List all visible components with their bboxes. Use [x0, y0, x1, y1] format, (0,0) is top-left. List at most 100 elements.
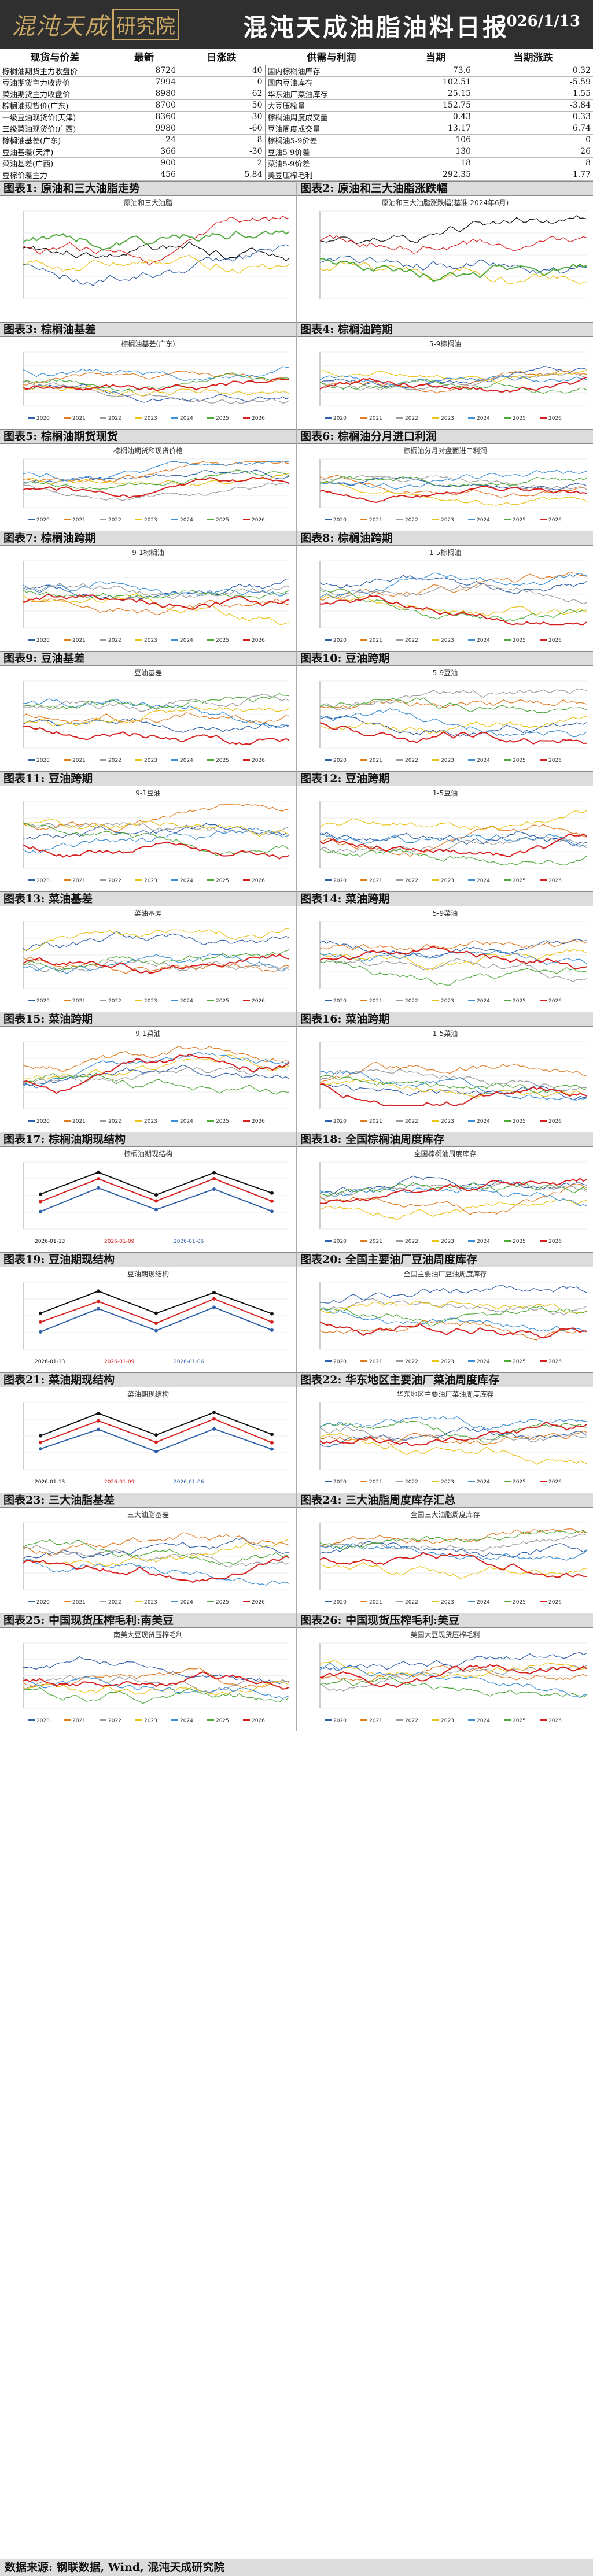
chart-svg: 9-1棕榈油 2020 2021 2022 2023 2024 2025 2026 — [23, 548, 290, 643]
legend-swatch — [135, 518, 142, 520]
series-line — [23, 589, 290, 599]
series-line — [319, 708, 587, 738]
table-cell: 豆棕价差主力 — [0, 169, 110, 181]
table-cell: 美豆压榨毛利 — [264, 169, 398, 181]
series-line — [23, 927, 290, 952]
legend-swatch — [28, 758, 35, 761]
legend-swatch — [64, 638, 71, 641]
series-line — [319, 1078, 587, 1099]
figure-caption: 图表26: 中国现货压榨毛利:美豆 — [297, 1612, 593, 1628]
legend-swatch — [64, 879, 71, 881]
figure-panel: 图表10: 豆油跨期 5-9豆油 2020 2021 2022 2023 2024 2025 2… — [296, 650, 593, 771]
series-line — [23, 469, 290, 483]
table-cell: 102.51 — [398, 76, 473, 88]
chart-title: 南美大豆现货压榨毛利 — [113, 1630, 183, 1639]
series-line — [23, 959, 290, 972]
series-marker — [39, 1440, 42, 1444]
series-line — [319, 369, 587, 394]
series-marker — [270, 1328, 274, 1332]
series-line — [23, 243, 290, 286]
legend-swatch — [468, 999, 475, 1001]
legend-item: 2024 — [477, 1479, 490, 1485]
table-cell: 棕榈油基差(广东) — [0, 134, 110, 146]
series-line — [319, 1061, 587, 1083]
legend-swatch — [504, 416, 511, 419]
legend-swatch — [171, 879, 178, 881]
chart-svg: 1-5豆油 2020 2021 2022 2023 2024 2025 2026 — [319, 789, 587, 884]
series-marker — [97, 1299, 100, 1303]
table-cell: 8 — [473, 157, 593, 169]
series-line — [319, 824, 587, 857]
legend-item: 2023 — [144, 416, 157, 421]
series-line — [319, 848, 587, 865]
table-cell: 菜油5-9价差 — [264, 157, 398, 169]
series-line — [23, 1051, 290, 1089]
legend-item: 2022 — [108, 998, 121, 1004]
chart-svg: 华东地区主要油厂菜油周度库存 2020 2021 2022 2023 2024 2025 20… — [319, 1390, 587, 1485]
legend-swatch — [28, 879, 35, 881]
chart-svg: 棕榈油期现结构 2026-01-13 2026-01-09 2026-01-06 — [23, 1149, 289, 1245]
legend-swatch — [325, 1360, 332, 1362]
legend-item: 2020 — [333, 998, 347, 1004]
legend-swatch — [100, 999, 106, 1001]
chart-svg: 原油和三大油脂 — [23, 198, 290, 299]
series-line — [319, 1075, 587, 1094]
figure-caption: 图表2: 原油和三大油脂涨跌幅 — [297, 180, 593, 196]
series-marker — [154, 1193, 158, 1197]
legend-item: 2021 — [72, 878, 86, 884]
series-line — [319, 583, 587, 604]
series-line — [319, 721, 587, 745]
legend-swatch — [432, 1360, 439, 1362]
series-line — [23, 1656, 290, 1684]
legend-item: 2023 — [144, 998, 157, 1004]
table-cell: -3.84 — [473, 99, 593, 112]
legend-swatch — [325, 1600, 332, 1602]
series-marker — [270, 1209, 274, 1213]
legend-item: 2021 — [369, 638, 382, 643]
series-line — [23, 1045, 290, 1072]
legend-item: 2025 — [513, 1239, 526, 1245]
legend-item: 2024 — [180, 1718, 193, 1724]
figure-caption: 图表18: 全国棕榈油周度库存 — [297, 1131, 593, 1147]
series-line — [319, 1300, 587, 1314]
legend-swatch — [432, 638, 439, 641]
legend-item: 2026 — [548, 1119, 562, 1124]
legend-item: 2026-01-13 — [35, 1239, 65, 1245]
legend-swatch — [207, 416, 214, 419]
figure-caption: 图表17: 棕榈油期现结构 — [0, 1131, 296, 1147]
table-cell: 一级豆油现货价(天津) — [0, 111, 110, 123]
legend-swatch — [360, 758, 367, 761]
figure-grid: 图表1: 原油和三大油脂走势 原油和三大油脂 图表2: 原油和三大油脂涨跌幅 原油和三… — [0, 180, 593, 1731]
table-cell: 0.33 — [473, 111, 593, 123]
table-row: 棕榈油基差(广东) -24 8 棕榈油5-9价差 106 0 — [0, 134, 593, 146]
legend-item: 2025 — [216, 1119, 229, 1124]
legend-item: 2022 — [108, 1119, 121, 1124]
legend-swatch — [243, 999, 250, 1001]
table-cell: 豆油期货主力收盘价 — [0, 76, 110, 88]
series-line — [319, 1662, 587, 1698]
legend-swatch — [360, 1600, 367, 1602]
series-line — [319, 1177, 587, 1204]
chart-svg: 棕榈油期货和现货价格 2020 2021 2022 2023 2024 2025 2026 — [23, 446, 290, 523]
legend-item: 2020 — [333, 1359, 347, 1365]
series-line — [23, 593, 290, 625]
chart-title: 棕榈油分月对盘面进口利润 — [403, 446, 487, 455]
figure-caption: 图表21: 菜油期现结构 — [0, 1372, 296, 1387]
legend-swatch — [325, 1480, 332, 1482]
legend-item: 2021 — [369, 1359, 382, 1365]
figure-row: 图表11: 豆油跨期 9-1豆油 2020 2021 2022 2023 2024 2025 2… — [0, 771, 593, 891]
series-line — [319, 234, 587, 254]
legend-swatch — [504, 1239, 511, 1242]
legend-item: 2024 — [180, 517, 193, 523]
series-marker — [270, 1441, 274, 1445]
legend-item: 2023 — [144, 1718, 157, 1724]
figure-panel: 图表22: 华东地区主要油厂菜油周度库存 华东地区主要油厂菜油周度库存 2020 20… — [296, 1372, 593, 1493]
series-line — [23, 698, 290, 728]
legend-item: 2025 — [513, 1359, 526, 1365]
series-line — [23, 693, 290, 709]
legend-item: 2021 — [369, 1239, 382, 1245]
chart-svg: 9-1豆油 2020 2021 2022 2023 2024 2025 2026 — [23, 789, 290, 884]
legend-swatch — [540, 1719, 547, 1721]
legend-swatch — [171, 1719, 178, 1721]
series-line — [319, 1430, 587, 1446]
